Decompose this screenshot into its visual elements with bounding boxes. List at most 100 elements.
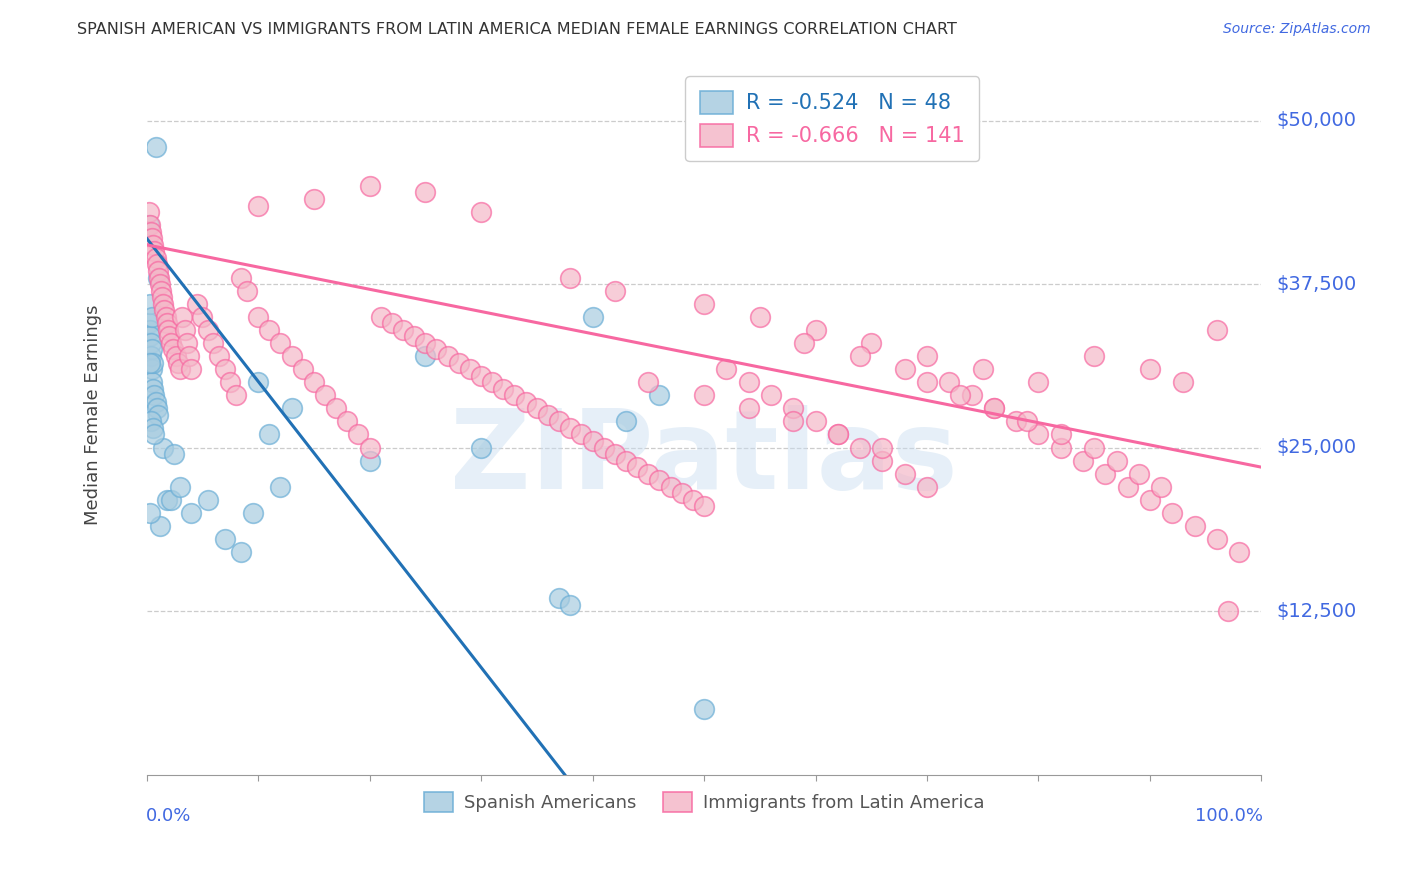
Point [149,277,172,291]
Point [915,375,938,389]
Point [716,362,738,376]
Point [169,362,191,376]
Point [827,427,849,442]
Point [526,401,548,416]
Point [141,310,163,324]
Point [1139,492,1161,507]
Point [302,192,325,206]
Text: 0.0%: 0.0% [145,807,191,825]
Point [146,264,169,278]
Point [759,388,782,402]
Point [236,284,259,298]
Point [648,388,671,402]
Point [152,296,174,310]
Point [141,362,163,376]
Point [938,375,960,389]
Point [581,310,603,324]
Point [548,591,571,605]
Point [560,270,582,285]
Text: $50,000: $50,000 [1275,111,1355,130]
Point [143,427,166,442]
Point [180,362,202,376]
Text: $37,500: $37,500 [1275,275,1357,293]
Point [172,310,194,324]
Point [737,401,759,416]
Point [1083,441,1105,455]
Point [191,310,214,324]
Point [177,349,200,363]
Point [849,349,872,363]
Point [145,139,167,153]
Point [219,375,242,389]
Point [447,355,470,369]
Point [413,335,436,350]
Point [872,453,894,467]
Point [142,421,165,435]
Point [138,218,160,232]
Point [915,480,938,494]
Point [693,388,716,402]
Point [470,368,492,383]
Text: $12,500: $12,500 [1275,601,1357,621]
Point [614,453,637,467]
Point [1049,441,1071,455]
Point [560,421,582,435]
Point [392,323,415,337]
Point [537,408,560,422]
Point [247,375,270,389]
Point [893,362,915,376]
Point [145,394,167,409]
Point [214,362,236,376]
Point [141,231,163,245]
Point [1184,519,1206,533]
Point [146,408,169,422]
Point [314,388,336,402]
Point [325,401,347,416]
Point [915,349,938,363]
Point [157,329,180,343]
Point [381,316,404,330]
Point [1227,545,1250,559]
Point [257,323,280,337]
Point [782,401,804,416]
Point [139,414,162,428]
Point [404,329,426,343]
Point [436,349,458,363]
Point [370,310,392,324]
Point [269,335,291,350]
Point [139,225,162,239]
Point [1128,467,1150,481]
Point [592,441,614,455]
Point [156,316,179,330]
Point [163,447,186,461]
Point [359,441,381,455]
Point [155,310,177,324]
Point [166,355,188,369]
Point [231,270,253,285]
Point [515,394,537,409]
Point [186,296,208,310]
Point [1205,532,1227,546]
Point [571,427,593,442]
Point [581,434,603,448]
Point [1071,453,1094,467]
Text: ZIPatlas: ZIPatlas [450,405,957,511]
Point [231,545,253,559]
Point [156,323,179,337]
Point [1028,375,1050,389]
Point [142,355,165,369]
Point [141,343,163,357]
Point [153,303,176,318]
Point [176,335,198,350]
Point [849,441,872,455]
Point [257,427,280,442]
Point [804,323,827,337]
Point [1173,375,1195,389]
Point [143,244,166,259]
Point [693,500,716,514]
Point [603,447,626,461]
Point [782,414,804,428]
Point [197,492,219,507]
Text: SPANISH AMERICAN VS IMMIGRANTS FROM LATIN AMERICA MEDIAN FEMALE EARNINGS CORRELA: SPANISH AMERICAN VS IMMIGRANTS FROM LATI… [77,22,957,37]
Point [139,335,162,350]
